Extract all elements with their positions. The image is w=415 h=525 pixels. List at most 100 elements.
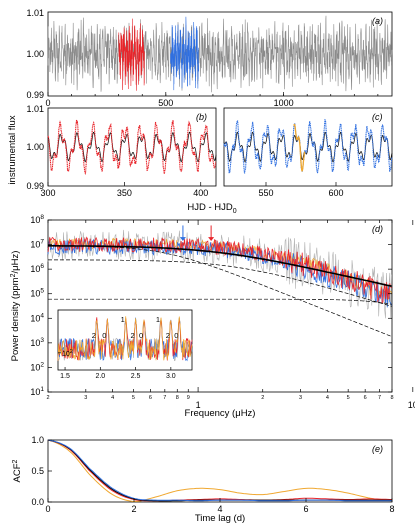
inset-ytick-0: 102 <box>62 349 73 358</box>
xlabel-frequency: Frequency (μHz) <box>185 408 256 419</box>
panel-b-label: (b) <box>196 112 207 122</box>
inset-mode-2: 1 <box>121 315 125 324</box>
d-xminor-label-13: 7 <box>378 395 381 401</box>
inset-mode-5: 1 <box>156 315 160 324</box>
e-ytick-0: 0.0 <box>31 497 44 507</box>
ylabel-acf: ACF2 <box>12 459 23 482</box>
d-xminor-label-12: 6 <box>364 395 367 401</box>
a-xticks: 0 500 1000 <box>45 92 379 108</box>
panel-b-series <box>47 119 217 176</box>
acf-orange <box>47 439 393 502</box>
d-xminor-label-3: 5 <box>132 395 135 401</box>
panel-d-frame <box>47 219 393 393</box>
a-xtick-0: 0 <box>45 98 50 108</box>
b-ytick-1: 1.00 <box>26 142 44 152</box>
b-xticks-1: 350 <box>117 188 132 198</box>
ylabel-power: Power density (ppm2/μHz) <box>10 251 21 362</box>
d-ytick-6: 107 <box>30 239 44 250</box>
panel-c-series <box>223 118 393 174</box>
b-series-model <box>47 131 217 163</box>
c-series-highlight <box>293 123 306 172</box>
inset-mode-3: 2 <box>130 331 134 340</box>
panel-a-series-gray <box>47 15 393 93</box>
d-xminor-label-9: 3 <box>299 395 302 401</box>
d-xminor-label-1: 3 <box>84 395 87 401</box>
xlabel-timelag: Time lag (d) <box>195 513 245 524</box>
ylabel-flux: instrumental flux <box>7 115 18 184</box>
panel-a-series-blue <box>170 16 199 91</box>
panel-b-frame <box>47 107 217 187</box>
inset-xtick-1: 2.0 <box>95 373 105 380</box>
b-xticks: 300 350 400 <box>40 182 208 198</box>
d-xminor-label-5: 7 <box>163 395 166 401</box>
panel-b: (b) 0.99 1.00 1.01 300 350 400 <box>26 104 217 198</box>
panel-a-series <box>47 15 393 93</box>
inset-mode-6: 2 <box>166 331 170 340</box>
spectrum-blue <box>47 238 392 308</box>
panel-a-label: (a) <box>372 16 383 26</box>
b-ytick-0: 0.99 <box>26 181 44 191</box>
e-ytick-1: 0.5 <box>31 466 44 476</box>
panel-a: (a) 0.99 1.00 1.01 0 500 1000 <box>26 8 393 108</box>
spectrum-red <box>47 236 392 305</box>
a-ytick-2: 1.01 <box>26 8 44 18</box>
d-xmajor-label-1: 10 <box>408 400 415 410</box>
panel-a-series-red <box>118 18 145 91</box>
b-xticks-2: 400 <box>193 188 208 198</box>
d-xminor-label-0: 2 <box>46 395 49 401</box>
panel-d-series <box>47 225 392 337</box>
d-ytick-2: 103 <box>30 337 44 348</box>
d-ytick-3: 104 <box>30 312 44 323</box>
b-series-data <box>47 119 217 176</box>
d-ytick-1: 102 <box>30 361 44 372</box>
d-ytick-4: 105 <box>30 288 44 299</box>
d-ytick-7: 108 <box>30 214 44 225</box>
component-1 <box>48 259 392 307</box>
a-xtick-1: 500 <box>158 98 173 108</box>
inset-mode-0: 2 <box>92 331 96 340</box>
fit-model <box>48 245 392 287</box>
e-xtick-3: 6 <box>303 504 308 514</box>
c-xticks-0: 550 <box>258 188 273 198</box>
inset-xtick-0: 1.5 <box>60 373 70 380</box>
xlabel-hjd: HJD - HJD0 <box>187 202 236 215</box>
inset-xtick-3: 3.0 <box>166 373 176 380</box>
e-ytick-2: 1.0 <box>31 435 44 445</box>
inset-mode-1: 0 <box>102 331 106 340</box>
inset-orange <box>57 316 193 361</box>
panel-e-series <box>47 439 393 502</box>
panel-e-frame <box>47 439 393 503</box>
d-xminor-label-8: 2 <box>261 395 264 401</box>
arrow-blue <box>179 237 186 241</box>
inset-mode-7: 0 <box>174 331 178 340</box>
e-xtick-0: 0 <box>45 504 50 514</box>
panel-e-label: (e) <box>372 444 383 454</box>
panel-c-label: (c) <box>372 112 383 122</box>
e-xtick-2: 4 <box>217 504 222 514</box>
xlabel-hjd-sub: 0 <box>233 208 237 215</box>
ylabel-acf-sup: 2 <box>12 459 19 463</box>
inset-mode-4: 0 <box>139 331 143 340</box>
d-xminor-label-14: 8 <box>390 395 393 401</box>
panel-e-ticks: 0 2 4 6 8 0.0 0.5 1.0 <box>31 435 394 514</box>
b-ytick-2: 1.01 <box>26 104 44 114</box>
inset-xtick-2: 2.5 <box>131 373 141 380</box>
a-ytick-0: 0.99 <box>26 90 44 100</box>
arrow-red <box>208 237 215 241</box>
d-ytick-0: 101 <box>30 386 44 397</box>
d-xminor-label-2: 4 <box>111 395 114 401</box>
d-xminor-label-7: 9 <box>187 395 190 401</box>
ylabel-power-sup: 2 <box>10 273 17 277</box>
component-3 <box>48 298 392 305</box>
panel-d-label: (d) <box>372 224 383 234</box>
panel-c-frame <box>223 107 393 187</box>
d-xminor-label-6: 8 <box>176 395 179 401</box>
d-xmajor-label-0: 1 <box>196 400 201 410</box>
panel-e: 0 2 4 6 8 0.0 0.5 1.0 (e) <box>31 435 394 514</box>
panel-c: (c) 550 600 <box>223 107 393 198</box>
inset-frame <box>57 309 193 371</box>
d-ytick-5: 106 <box>30 263 44 274</box>
